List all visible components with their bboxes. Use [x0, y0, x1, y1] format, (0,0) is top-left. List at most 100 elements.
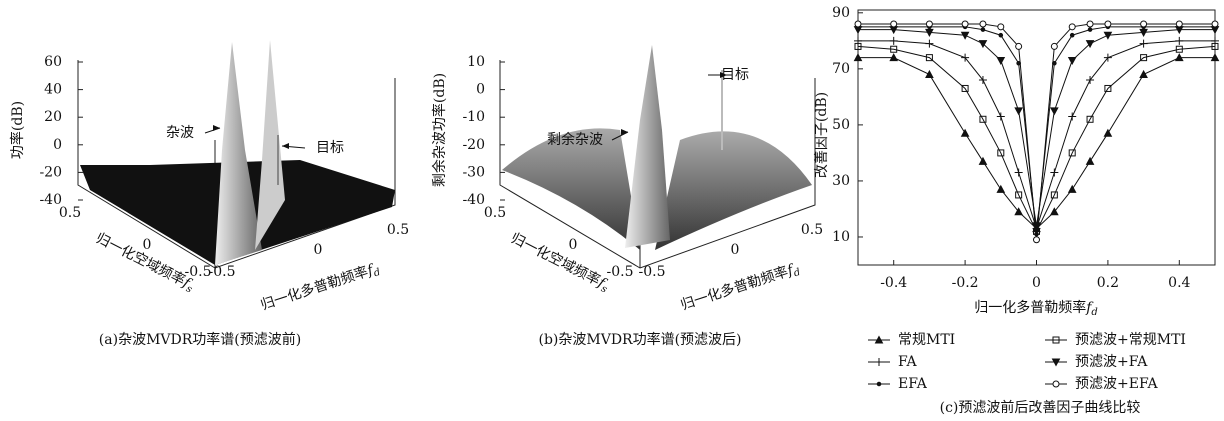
x-tick-label: 0.4 — [1168, 275, 1190, 291]
axis-label: 归一化空域频率fs — [507, 229, 612, 295]
marker — [889, 36, 898, 45]
marker — [1069, 32, 1075, 38]
annotation-arrowhead — [720, 72, 727, 78]
z-tick-label: -30 — [462, 164, 485, 180]
legend-label: 预滤波+EFA — [1075, 376, 1158, 392]
axis-label-text: 归一化多普勒频率 — [258, 263, 370, 314]
marker — [1175, 45, 1183, 53]
z-tick-label: -40 — [39, 192, 62, 208]
z-tick-label: -20 — [462, 137, 485, 153]
marker — [1140, 54, 1148, 62]
x-tick-label: 0.5 — [59, 205, 81, 221]
z-tick-label: 40 — [44, 82, 62, 98]
marker — [978, 156, 988, 165]
series-line — [858, 40, 1215, 231]
marker — [978, 40, 988, 49]
marker — [1033, 236, 1040, 244]
z-tick-label: -20 — [39, 164, 62, 180]
annotation: 杂波 — [166, 125, 194, 141]
marker — [1104, 84, 1112, 92]
axis-label: 归一化多普勒频率fd — [974, 299, 1098, 318]
legend-label: 常规MTI — [898, 332, 955, 348]
annotation-arrowhead — [213, 125, 220, 131]
series-line — [858, 26, 1215, 235]
x-tick-label: 0.5 — [484, 205, 506, 221]
z-tick-label: -10 — [462, 109, 485, 125]
marker — [1103, 128, 1113, 137]
marker — [1014, 107, 1023, 116]
marker — [1139, 39, 1148, 48]
marker — [996, 184, 1006, 193]
marker — [890, 20, 898, 28]
axis-label-text: 归一化多普勒频率 — [974, 299, 1086, 316]
axis-label-subscript: d — [372, 266, 381, 278]
marker — [1087, 27, 1093, 32]
axis-label-text: 归一化多普勒频率 — [678, 263, 790, 314]
marker — [1103, 31, 1113, 40]
marker — [978, 76, 987, 85]
y-tick-label: -0.5 — [209, 264, 236, 280]
caption: (a)杂波MVDR功率谱(预滤波前) — [99, 331, 301, 348]
y-tick-label: 50 — [832, 117, 850, 133]
marker — [1104, 20, 1112, 28]
y-tick-label: 0 — [731, 242, 740, 258]
annotation: 目标 — [316, 140, 344, 156]
surface-a — [77, 40, 396, 269]
marker — [925, 28, 934, 37]
marker — [1086, 20, 1094, 28]
axis-label-subscript: s — [184, 283, 194, 295]
annotation: 目标 — [721, 67, 749, 83]
y-tick-label: 0.5 — [801, 222, 823, 238]
z-axis-label: 剩余杂波功率(dB) — [431, 73, 448, 187]
y-tick-label: 30 — [832, 173, 850, 189]
x-tick-label: -0.5 — [607, 264, 634, 280]
axis-label: 归一化多普勒频率fd — [258, 259, 381, 315]
x-tick-label: -0.4 — [880, 275, 907, 291]
axis-label: 归一化多普勒频率fd — [678, 259, 801, 315]
y-tick-label: -0.5 — [639, 264, 666, 280]
marker — [1050, 107, 1059, 116]
series-line — [858, 57, 1215, 230]
marker — [980, 27, 986, 32]
axis-label-subscript: d — [1091, 307, 1097, 318]
axis-label-symbol: f — [1085, 300, 1094, 316]
marker — [1050, 168, 1059, 177]
x-tick-label: 0.2 — [1097, 275, 1119, 291]
marker — [1086, 76, 1095, 85]
x-tick-label: 0 — [143, 237, 152, 253]
marker — [1068, 149, 1076, 157]
marker — [1140, 20, 1148, 28]
marker — [960, 128, 970, 137]
marker — [1015, 191, 1023, 199]
marker — [979, 115, 987, 123]
marker — [1067, 184, 1077, 193]
marker — [1139, 28, 1148, 37]
z-tick-label: 10 — [467, 54, 485, 70]
legend-marker — [1051, 358, 1061, 367]
legend-label: 预滤波+常规MTI — [1075, 332, 1186, 348]
y-tick-label: 0 — [314, 242, 323, 258]
legend-marker — [875, 358, 883, 366]
marker — [961, 53, 970, 62]
marker — [889, 53, 899, 62]
marker — [854, 20, 862, 28]
legend-label: FA — [898, 354, 917, 370]
marker — [1211, 20, 1219, 28]
marker — [1067, 56, 1077, 65]
series-line — [858, 29, 1215, 226]
legend-marker — [874, 335, 884, 344]
series-line — [858, 23, 1215, 240]
marker — [1050, 42, 1058, 50]
marker — [853, 53, 863, 62]
marker — [1015, 42, 1023, 50]
marker — [890, 45, 898, 53]
series-line — [857, 45, 1216, 233]
marker — [925, 69, 934, 78]
z-tick-label: 60 — [44, 54, 62, 70]
marker — [1175, 36, 1184, 45]
marker — [1068, 23, 1076, 31]
legend-marker — [1052, 380, 1060, 388]
marker — [1068, 112, 1077, 121]
axis-label-text: 归一化空域频率 — [508, 229, 603, 289]
